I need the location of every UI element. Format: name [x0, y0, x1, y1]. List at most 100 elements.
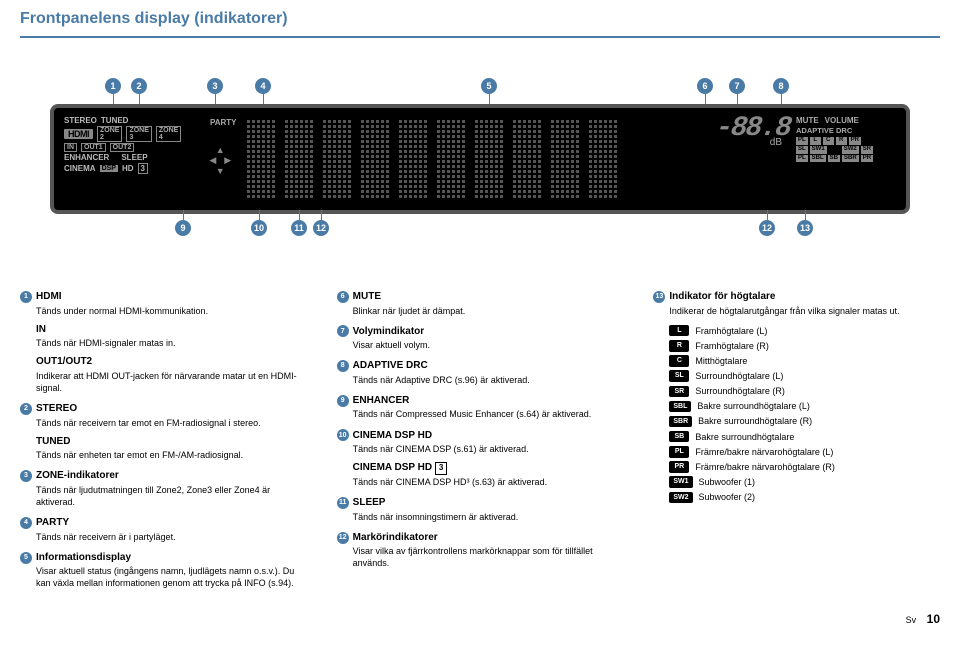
speaker-name: Subwoofer (2) [699, 491, 756, 503]
speaker-row: CMitthögtalare [669, 355, 940, 367]
callout-2: 2 [131, 78, 147, 94]
sub-title: OUT1/OUT2 [36, 355, 307, 369]
badge-2: 2 [20, 403, 32, 415]
entry-title: SLEEP [353, 496, 386, 510]
entry-body: Tänds när CINEMA DSP (s.61) är aktiverad… [353, 443, 624, 455]
entry-body: Tänds under normal HDMI-kommunikation. [36, 305, 307, 317]
speaker-key: SW1 [669, 476, 692, 487]
entry-title: MUTE [353, 290, 381, 304]
speaker-row: R Framhögtalare (R) [669, 340, 940, 352]
entry-title: PARTY [36, 516, 69, 530]
speaker-key: PR [669, 461, 689, 472]
adaptive-drc: ADAPTIVE DRC [796, 126, 896, 135]
zone2: ZONE2 [97, 126, 122, 142]
sleep: SLEEP [121, 153, 147, 162]
hd: HD [122, 164, 134, 173]
callout-4: 4 [255, 78, 271, 94]
entry-body: Tänds när receivern är i partyläget. [36, 531, 307, 543]
speaker-name: Surroundhögtalare (L) [695, 370, 783, 382]
speaker-name: Framhögtalare (R) [695, 340, 769, 352]
entry-body: Visar aktuell status (ingångens namn, lj… [36, 565, 307, 589]
speaker-key: PL [669, 446, 689, 457]
label-stereo: STEREO [64, 116, 97, 125]
column-1: 1 HDMITänds under normal HDMI-kommunikati… [20, 290, 307, 598]
entry-1: 1 HDMITänds under normal HDMI-kommunikati… [20, 290, 307, 394]
in: IN [64, 143, 77, 152]
entry-body: Visar vilka av fjärrkontrollens markörkn… [353, 545, 624, 569]
entry-6: 6 MUTEBlinkar när ljudet är dämpat. [337, 290, 624, 317]
speaker-name: Surroundhögtalare (R) [695, 385, 785, 397]
entry-title: CINEMA DSP HD [353, 429, 432, 443]
entry-5: 5InformationsdisplayVisar aktuell status… [20, 551, 307, 590]
description-columns: 1 HDMITänds under normal HDMI-kommunikati… [20, 290, 940, 598]
speaker-row: PR Främre/bakre närvarohögtalare (R) [669, 461, 940, 473]
sub-body: Tänds när CINEMA DSP HD³ (s.63) är aktiv… [353, 476, 624, 488]
speaker-key: C [669, 355, 689, 366]
callout-6: 6 [697, 78, 713, 94]
entry-7: 7VolymindikatorVisar aktuell volym. [337, 325, 624, 352]
badge-1: 1 [20, 291, 32, 303]
callout-7: 7 [729, 78, 745, 94]
speaker-key: L [669, 325, 689, 336]
callouts-top: 12345678 [105, 78, 910, 98]
entry-title: STEREO [36, 402, 77, 416]
cinema: CINEMA [64, 164, 96, 173]
speaker-name: Subwoofer (1) [699, 476, 756, 488]
entry-title: ENHANCER [353, 394, 410, 408]
column-2: 6 MUTEBlinkar när ljudet är dämpat. 7 Volym… [337, 290, 624, 598]
speaker-key: SW2 [669, 492, 692, 503]
speaker-row: SBL Bakre surroundhögtalare (L) [669, 400, 940, 412]
entry-body: Tänds när ljudutmatningen till Zone2, Zo… [36, 484, 307, 508]
cursor-arrows: ▲ ◀▶ ▼ [208, 145, 233, 176]
footer: Sv 10 [20, 612, 940, 626]
entry-13: 13Indikator för högtalareIndikerar de hö… [653, 290, 940, 317]
sub-body: Indikerar att HDMI OUT-jacken för närvar… [36, 370, 307, 394]
speaker-key: R [669, 340, 689, 351]
callout-b-0: 9 [175, 220, 191, 236]
arrow-down-icon: ▼ [216, 166, 225, 176]
entry-body: Tänds när receivern tar emot en FM-radio… [36, 417, 307, 429]
entry-body: Blinkar när ljudet är dämpat. [353, 305, 624, 317]
badge-11: 11 [337, 497, 349, 509]
speaker-row: SW1 Subwoofer (1) [669, 476, 940, 488]
callout-3: 3 [207, 78, 223, 94]
display-panel-wrap: 12345678 STEREO TUNED HDMI ZONE2 ZONE3 Z… [20, 58, 940, 270]
sub-title: TUNED [36, 435, 307, 449]
speaker-name: Bakre surroundhögtalare (L) [697, 400, 810, 412]
speaker-name: Framhögtalare (L) [695, 325, 767, 337]
arrow-right-icon: ▶ [224, 155, 231, 166]
entry-body: Indikerar de högtalarutgångar från vilka… [669, 305, 940, 317]
dsp: DSP [100, 165, 118, 172]
speaker-name: Främre/bakre närvarohögtalare (R) [695, 461, 835, 473]
badge-7: 7 [337, 325, 349, 337]
speaker-row: L Framhögtalare (L) [669, 325, 940, 337]
label-tuned: TUNED [101, 116, 129, 125]
entry-title: Markörindikatorer [353, 531, 438, 545]
speaker-row: SW2 Subwoofer (2) [669, 491, 940, 503]
sub-body: Tänds när enheten tar emot en FM-/AM-rad… [36, 449, 307, 461]
callout-8: 8 [773, 78, 789, 94]
panel-left: STEREO TUNED HDMI ZONE2 ZONE3 ZONE4 IN O… [64, 116, 194, 174]
entry-title: Informationsdisplay [36, 551, 131, 565]
speaker-key: SB [669, 431, 689, 442]
badge-12: 12 [337, 532, 349, 544]
dot-matrix [247, 116, 706, 202]
badge-6: 6 [337, 291, 349, 303]
speaker-key: SBL [669, 401, 691, 412]
badge-10: 10 [337, 429, 349, 441]
sub-title: IN [36, 323, 307, 337]
digits: -88.8 [715, 116, 787, 141]
badge-4: 4 [20, 517, 32, 529]
column-3: 13Indikator för högtalareIndikerar de hö… [653, 290, 940, 598]
entry-9: 9ENHANCERTänds när Compressed Music Enha… [337, 394, 624, 421]
callouts-bottom: 91011121213 [105, 220, 910, 240]
party: PARTY [210, 118, 237, 127]
entry-title: ZONE-indikatorer [36, 469, 119, 483]
speaker-key: SR [669, 386, 689, 397]
entry-body: Tänds när insomningstimern är aktiverad. [353, 511, 624, 523]
entry-title: ADAPTIVE DRC [353, 359, 428, 373]
entry-title: HDMI [36, 290, 62, 304]
mute: MUTE [796, 116, 819, 125]
entry-title: Volymindikator [353, 325, 425, 339]
out2: OUT2 [110, 143, 135, 152]
